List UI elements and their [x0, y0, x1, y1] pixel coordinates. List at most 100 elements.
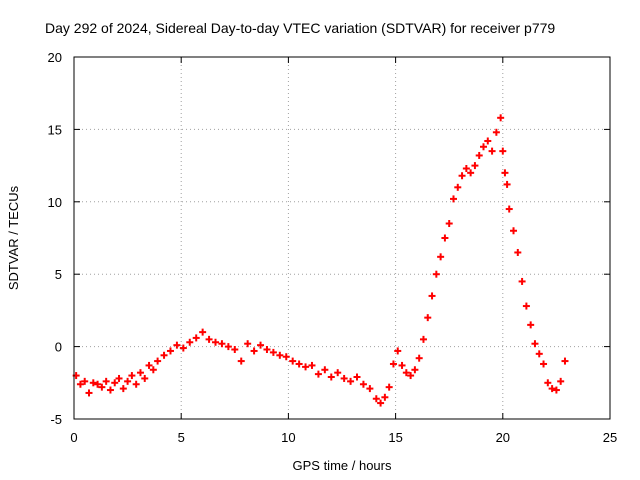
data-point	[505, 205, 513, 213]
data-point	[372, 395, 380, 403]
data-point	[308, 361, 316, 369]
data-point	[359, 380, 367, 388]
data-point	[149, 366, 157, 374]
data-point	[302, 363, 310, 371]
y-tick-label: 15	[48, 122, 62, 137]
data-point	[81, 377, 89, 385]
data-point	[514, 248, 522, 256]
data-point	[269, 348, 277, 356]
data-point	[166, 347, 174, 355]
data-point	[561, 357, 569, 365]
data-point	[484, 137, 492, 145]
x-tick-label: 25	[603, 430, 617, 445]
data-point	[119, 385, 127, 393]
data-point	[321, 366, 329, 374]
data-point	[179, 344, 187, 352]
data-point	[535, 350, 543, 358]
data-point	[402, 369, 410, 377]
data-point	[85, 389, 93, 397]
x-tick-label: 10	[281, 430, 295, 445]
x-tick-label: 20	[496, 430, 510, 445]
data-point	[347, 377, 355, 385]
plot-frame	[73, 56, 611, 420]
data-point	[145, 361, 153, 369]
data-point	[480, 143, 488, 151]
data-point	[282, 353, 290, 361]
y-tick-label: 5	[55, 267, 62, 282]
data-point	[154, 357, 162, 365]
data-point	[389, 360, 397, 368]
data-point	[527, 321, 535, 329]
data-point	[385, 383, 393, 391]
data-point	[237, 357, 245, 365]
data-point	[471, 162, 479, 170]
data-point	[411, 366, 419, 374]
data-point	[540, 360, 548, 368]
data-point	[353, 373, 361, 381]
data-point	[522, 302, 530, 310]
data-point	[295, 360, 303, 368]
data-point	[449, 195, 457, 203]
y-tick-label: 20	[48, 50, 62, 65]
tick-marks	[73, 56, 611, 420]
data-point	[458, 172, 466, 180]
data-point	[334, 369, 342, 377]
x-tick-labels: 0 5 10 15 20 25	[70, 430, 617, 445]
data-points	[72, 114, 569, 407]
data-point	[419, 335, 427, 343]
data-point	[552, 386, 560, 394]
y-tick-label: -5	[50, 412, 62, 427]
data-point	[428, 292, 436, 300]
data-point	[510, 227, 518, 235]
data-point	[244, 340, 252, 348]
data-point	[192, 334, 200, 342]
data-point	[501, 169, 509, 177]
x-tick-label: 0	[70, 430, 77, 445]
data-point	[199, 328, 207, 336]
data-point	[492, 128, 500, 136]
data-point	[437, 253, 445, 261]
data-point	[467, 169, 475, 177]
chart-title: Day 292 of 2024, Sidereal Day-to-day VTE…	[45, 20, 555, 36]
data-point	[132, 380, 140, 388]
data-point	[276, 351, 284, 359]
y-tick-labels: -5 0 5 10 15 20	[48, 50, 62, 427]
data-point	[186, 338, 194, 346]
data-point	[263, 345, 271, 353]
data-point	[257, 341, 265, 349]
data-point	[432, 270, 440, 278]
data-point	[124, 377, 132, 385]
data-point	[415, 354, 423, 362]
y-tick-label: 0	[55, 340, 62, 355]
data-point	[441, 234, 449, 242]
data-point	[544, 379, 552, 387]
data-point	[424, 314, 432, 322]
data-point	[231, 345, 239, 353]
data-point	[314, 370, 322, 378]
data-point	[488, 147, 496, 155]
y-tick-label: 10	[48, 195, 62, 210]
data-point	[518, 277, 526, 285]
data-point	[76, 380, 84, 388]
data-point	[106, 386, 114, 394]
data-point	[218, 340, 226, 348]
data-point	[531, 340, 539, 348]
data-point	[160, 351, 168, 359]
data-point	[224, 343, 232, 351]
data-point	[499, 147, 507, 155]
data-point	[89, 379, 97, 387]
data-point	[340, 374, 348, 382]
data-point	[381, 393, 389, 401]
data-point	[497, 114, 505, 122]
y-axis-label: SDTVAR / TECUs	[6, 185, 21, 290]
data-point	[141, 374, 149, 382]
data-point	[548, 385, 556, 393]
data-point	[366, 385, 374, 393]
data-point	[212, 338, 220, 346]
data-point	[475, 151, 483, 159]
data-point	[111, 379, 119, 387]
data-point	[102, 377, 110, 385]
data-point	[289, 357, 297, 365]
